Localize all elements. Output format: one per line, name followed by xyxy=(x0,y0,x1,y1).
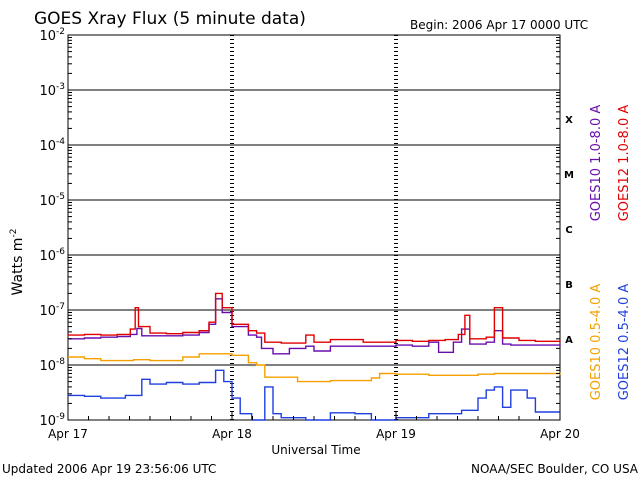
legend-entry: GOES10 1.0-8.0 A xyxy=(589,105,604,222)
flare-class-label: C xyxy=(565,225,572,236)
y-axis-label-exponent: -2 xyxy=(9,229,19,238)
x-axis-title: Universal Time xyxy=(271,443,360,457)
y-tick-label: 10-4 xyxy=(39,137,65,154)
series-line xyxy=(68,353,561,383)
y-tick-base: 10 xyxy=(39,84,56,99)
y-tick-exponent: -7 xyxy=(56,302,65,312)
begin-label: Begin: 2006 Apr 17 0000 UTC xyxy=(410,18,588,32)
x-tick-label: Apr 17 xyxy=(48,427,88,441)
y-tick-base: 10 xyxy=(39,414,56,429)
y-tick-exponent: -9 xyxy=(56,412,65,422)
y-axis-title: Watts m-2 xyxy=(9,229,26,296)
y-tick-base: 10 xyxy=(39,249,56,264)
y-tick-base: 10 xyxy=(39,304,56,319)
y-tick-label: 10-5 xyxy=(39,192,65,209)
y-tick-exponent: -8 xyxy=(56,357,65,367)
y-tick-base: 10 xyxy=(39,29,56,44)
svg-text:Watts m-2: Watts m-2 xyxy=(9,229,26,296)
y-tick-label: 10-7 xyxy=(39,302,65,319)
y-tick-label: 10-9 xyxy=(39,412,65,429)
y-tick-label: 10-2 xyxy=(39,27,65,44)
x-tick-label: Apr 18 xyxy=(212,427,252,441)
series-line xyxy=(68,298,561,355)
series-line xyxy=(68,369,560,421)
plot-area xyxy=(67,34,561,421)
flare-class-label: M xyxy=(564,170,574,181)
flare-class-label: B xyxy=(565,280,573,291)
flare-class-label: A xyxy=(565,335,573,346)
legend-entry: GOES10 0.5-4.0 A xyxy=(589,284,604,401)
legend-entry: GOES12 0.5-4.0 A xyxy=(617,284,632,401)
y-tick-exponent: -4 xyxy=(56,137,65,147)
y-tick-label: 10-3 xyxy=(39,82,65,99)
y-tick-label: 10-8 xyxy=(39,357,65,374)
y-tick-exponent: -2 xyxy=(56,27,65,37)
y-tick-base: 10 xyxy=(39,194,56,209)
y-tick-base: 10 xyxy=(39,139,56,154)
footer-updated: Updated 2006 Apr 19 23:56:06 UTC xyxy=(2,462,216,476)
chart-title: GOES Xray Flux (5 minute data) xyxy=(34,9,306,29)
y-tick-label: 10-6 xyxy=(39,247,65,264)
y-tick-base: 10 xyxy=(39,359,56,374)
footer-credit: NOAA/SEC Boulder, CO USA xyxy=(471,462,639,476)
x-tick-label: Apr 20 xyxy=(540,427,580,441)
y-tick-exponent: -6 xyxy=(56,247,65,257)
x-tick-label: Apr 19 xyxy=(376,427,416,441)
y-axis-label: Watts m xyxy=(10,238,26,296)
y-tick-exponent: -3 xyxy=(56,82,65,92)
y-tick-exponent: -5 xyxy=(56,192,65,202)
series-line xyxy=(68,292,561,344)
flare-class-label: X xyxy=(565,115,573,126)
legend-entry: GOES12 1.0-8.0 A xyxy=(617,105,632,222)
